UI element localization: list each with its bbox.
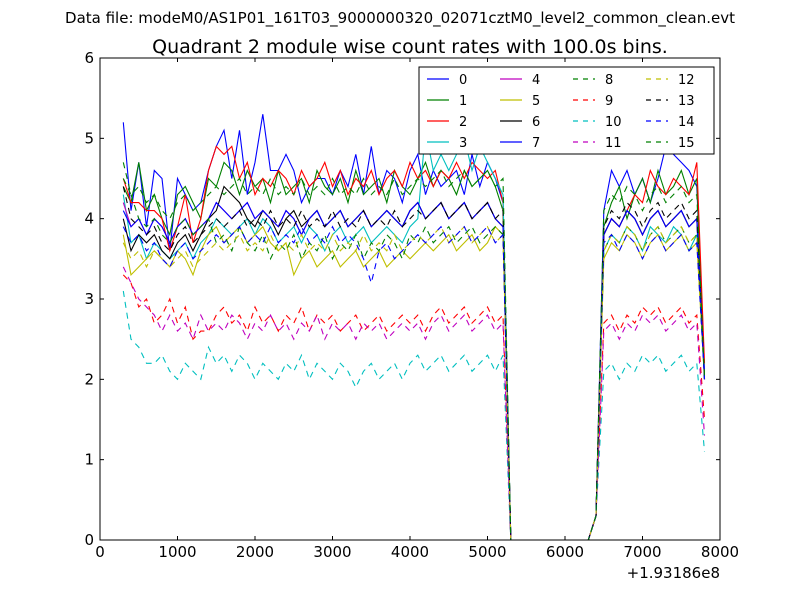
x-tick-label: 4000 <box>391 543 429 561</box>
legend-label-14: 14 <box>678 115 695 130</box>
legend-label-0: 0 <box>459 73 467 88</box>
legend-label-11: 11 <box>605 136 622 151</box>
legend-label-7: 7 <box>532 136 540 151</box>
series-line-5 <box>122 225 706 541</box>
y-tick-label: 4 <box>84 210 94 228</box>
y-tick-label: 5 <box>84 129 94 147</box>
series-line-9 <box>122 274 706 541</box>
legend-label-5: 5 <box>532 94 540 109</box>
legend-label-12: 12 <box>678 73 695 88</box>
series-line-15 <box>122 169 706 541</box>
series-line-1 <box>122 160 706 541</box>
chart-title: Quadrant 2 module wise count rates with … <box>152 36 668 58</box>
y-tick-label: 0 <box>84 531 94 549</box>
series-line-13 <box>122 186 706 541</box>
x-tick-label: 3000 <box>313 543 351 561</box>
legend-label-13: 13 <box>678 94 695 109</box>
x-offset-label: +1.93186e8 <box>627 564 720 582</box>
legend-label-15: 15 <box>678 136 695 151</box>
series-line-0 <box>122 114 706 541</box>
legend-box <box>418 66 715 155</box>
legend-label-8: 8 <box>605 73 613 88</box>
series-line-14 <box>122 225 706 541</box>
series-layer <box>122 114 706 541</box>
series-line-2 <box>122 145 706 541</box>
series-line-12 <box>122 225 706 541</box>
y-tick-label: 3 <box>84 290 94 308</box>
series-line-4 <box>122 201 706 541</box>
x-tick-label: 7000 <box>623 543 661 561</box>
legend-label-10: 10 <box>605 115 622 130</box>
legend-label-4: 4 <box>532 73 540 88</box>
legend-label-6: 6 <box>532 115 540 130</box>
y-tick-label: 2 <box>84 370 94 388</box>
legend-label-2: 2 <box>459 115 467 130</box>
series-line-10 <box>122 290 706 541</box>
legend-label-9: 9 <box>605 94 613 109</box>
series-line-11 <box>122 266 706 541</box>
x-tick-label: 0 <box>95 543 105 561</box>
x-tick-label: 2000 <box>236 543 274 561</box>
x-tick-label: 1000 <box>158 543 196 561</box>
y-tick-label: 1 <box>84 451 94 469</box>
legend-label-3: 3 <box>459 136 467 151</box>
x-tick-label: 6000 <box>546 543 584 561</box>
legend-label-1: 1 <box>459 94 467 109</box>
data-file-title: Data file: modeM0/AS1P01_161T03_90000003… <box>65 9 735 27</box>
x-tick-label: 8000 <box>701 543 739 561</box>
x-tick-label: 5000 <box>468 543 506 561</box>
y-tick-label: 6 <box>84 49 94 67</box>
series-line-7 <box>122 201 706 541</box>
